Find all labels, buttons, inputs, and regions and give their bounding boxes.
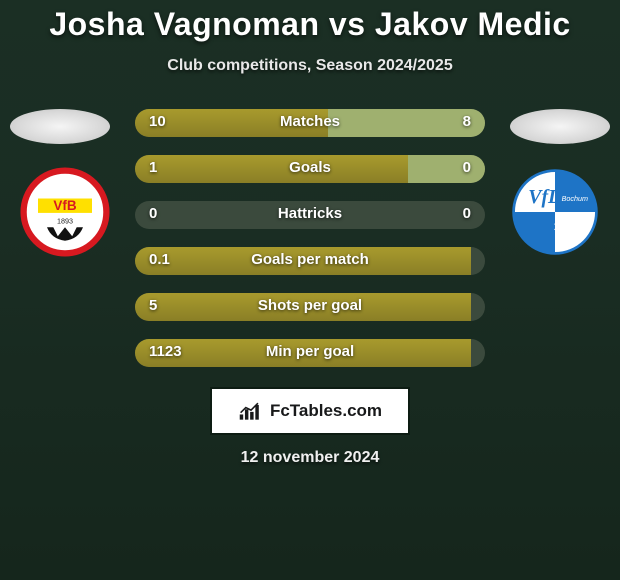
stat-value-left: 0 [149, 205, 157, 222]
stats-container: Matches108Goals10Hattricks00Goals per ma… [135, 109, 485, 385]
branding-text: FcTables.com [270, 401, 382, 421]
svg-text:Bochum: Bochum [562, 194, 588, 203]
stat-row: Goals1 0 [135, 155, 485, 183]
stat-label: Hattricks [135, 205, 485, 222]
stat-value-left: 10 [149, 113, 166, 130]
badge-left-text: VfB [53, 198, 76, 213]
club-badge-left: VfB 1893 [20, 167, 110, 257]
stat-row: Shots per goal5 [135, 293, 485, 321]
stat-label: Shots per goal [135, 297, 485, 314]
svg-text:1893: 1893 [57, 217, 73, 226]
stat-value-right: 0 [463, 159, 471, 176]
stat-value-right: 0 [463, 205, 471, 222]
comparison-title: Josha Vagnoman vs Jakov Medic [0, 0, 620, 43]
stat-value-left: 5 [149, 297, 157, 314]
badge-right-text: VfL [528, 186, 560, 208]
stat-label: Goals per match [135, 251, 485, 268]
svg-text:1848: 1848 [554, 221, 578, 233]
stat-value-left: 0.1 [149, 251, 170, 268]
stat-label: Matches [135, 113, 485, 130]
stat-row: Matches10 8 [135, 109, 485, 137]
player-photo-left [10, 109, 110, 144]
stat-row: Goals per match0.1 [135, 247, 485, 275]
stat-value-left: 1123 [149, 343, 182, 360]
player-photo-right [510, 109, 610, 144]
stat-row: Min per goal1123 [135, 339, 485, 367]
stat-row: Hattricks0 0 [135, 201, 485, 229]
stat-label: Min per goal [135, 343, 485, 360]
stat-value-right: 8 [463, 113, 471, 130]
branding-icon [238, 400, 264, 422]
stat-label: Goals [135, 159, 485, 176]
branding-badge: FcTables.com [210, 387, 410, 435]
stat-value-left: 1 [149, 159, 157, 176]
club-badge-right: VfL 1848 Bochum [510, 167, 600, 257]
snapshot-date: 12 november 2024 [241, 449, 380, 467]
comparison-subtitle: Club competitions, Season 2024/2025 [0, 57, 620, 75]
